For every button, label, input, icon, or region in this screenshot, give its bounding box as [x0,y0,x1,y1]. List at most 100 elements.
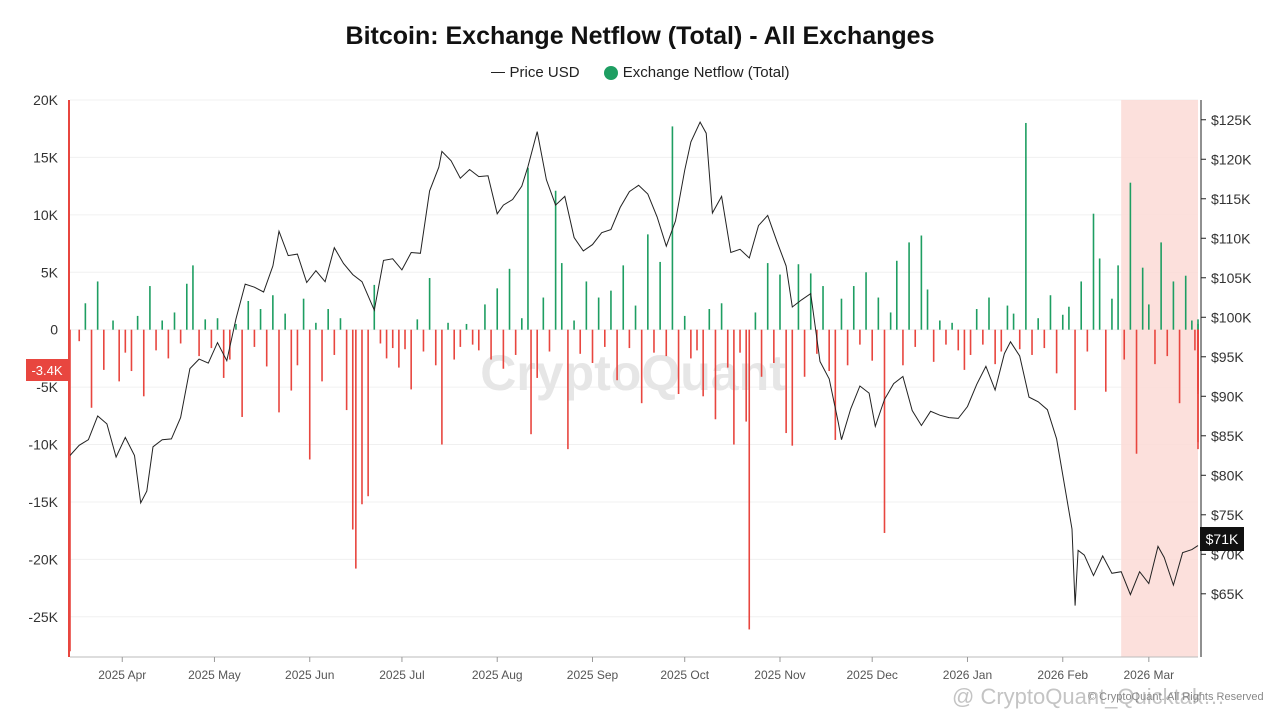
price-line-layer [69,120,1199,606]
netflow-bar [622,265,625,330]
netflow-bar [908,242,910,330]
y-right-tick-label: $110K [1211,230,1251,246]
x-tick-label: 2025 Jul [379,668,424,682]
x-tick-label: 2025 Jun [285,668,334,682]
netflow-bar [530,329,532,435]
netflow-bar [185,283,188,330]
grid-layer [70,99,1198,618]
x-tick-label: 2025 May [188,668,241,682]
netflow-bar [142,329,145,397]
netflow-bar [149,286,151,330]
legend[interactable]: Price USD Exchange Netflow (Total) [0,63,1280,81]
netflow-bar [554,190,557,330]
netflow-bar [1098,258,1101,330]
netflow-bar [683,315,686,330]
netflow-bar [302,298,305,330]
netflow-bar [1148,304,1150,330]
x-tick-label: 2025 Dec [847,668,898,682]
netflow-bar [591,329,594,363]
netflow-bar [259,309,262,330]
netflow-bar [339,318,342,330]
netflow-bar [902,329,904,366]
netflow-bar [733,329,735,445]
netflow-bar [398,329,400,368]
netflow-current-badge: -3.4K [31,363,62,378]
netflow-bar [994,329,996,365]
netflow-bar [1154,329,1156,365]
netflow-bar [1178,329,1181,404]
netflow-bar [210,329,213,349]
netflow-bar [1117,265,1119,330]
netflow-bar [797,264,800,330]
netflow-bar [883,329,886,533]
netflow-bar [391,329,394,349]
netflow-bar [490,329,492,360]
netflow-bar [665,329,668,357]
netflow-bar [1172,281,1175,330]
netflow-bar [1080,281,1083,330]
axes-layer: 20K 15K 10K 5K 0 -5K -10K -15K -20K -25K $125K $120… [28,92,1252,682]
netflow-bar [173,312,176,330]
legend-item-netflow[interactable]: Exchange Netflow (Total) [603,64,789,81]
netflow-bar [754,312,757,330]
netflow-bar [945,329,947,345]
netflow-bar [96,281,99,330]
netflow-bar [647,234,649,330]
netflow-bar [895,260,898,330]
legend-item-price[interactable]: Price USD [490,64,580,81]
badge-layer: -3.4K $71K [26,359,1244,551]
netflow-bar [1194,329,1196,351]
netflow-bar [465,323,468,330]
netflow-bar [920,235,923,330]
netflow-bar [1197,329,1199,369]
netflow-bar [327,309,329,330]
netflow-bar [1160,242,1162,330]
netflow-bar [379,329,382,344]
netflow-bar [779,274,781,330]
netflow-bar [1184,275,1187,330]
netflow-bar [477,329,480,351]
netflow-bar [441,329,443,445]
chart-title: Bitcoin: Exchange Netflow (Total) - All … [345,22,935,50]
highlight-region [1121,100,1198,657]
y-left-tick-label: 0 [50,322,58,338]
netflow-dot-swatch [603,65,618,80]
price-current-badge-bg [1200,527,1244,551]
netflow-bar [192,265,194,330]
y-right-tick-label: $65K [1211,586,1244,602]
netflow-bar [803,329,806,377]
y-left-tick-label: -20K [28,551,58,567]
netflow-bar [822,286,824,330]
netflow-bar [982,329,984,345]
netflow-bar [204,319,207,330]
netflow-bar [351,329,354,530]
netflow-bar [345,329,348,411]
y-left-tick-label: 15K [33,149,59,165]
netflow-bar [951,322,953,330]
price-line [69,120,1199,606]
netflow-bar [677,329,680,395]
netflow-bar [247,300,250,330]
netflow-bar [136,315,139,330]
netflow-bar [355,329,357,569]
netflow-bar [514,329,517,355]
x-tick-label: 2025 Apr [98,668,146,682]
netflow-bar [84,303,87,330]
y-right-tick-label: $120K [1211,151,1252,167]
netflow-bar [161,320,164,330]
x-tick-label: 2026 Feb [1037,668,1088,682]
netflow-bar [536,329,538,378]
netflow-bar [90,329,93,408]
price-current-badge: $71K [1206,531,1239,547]
netflow-bar [1086,329,1089,352]
netflow-bar [585,281,588,330]
netflow-bar [453,329,455,360]
netflow-bar [828,329,830,372]
netflow-bar [889,312,892,330]
netflow-bar [1049,295,1052,330]
y-left-tick-label: -5K [36,379,58,395]
netflow-bar [1012,313,1015,330]
netflow-bar [1031,329,1033,355]
